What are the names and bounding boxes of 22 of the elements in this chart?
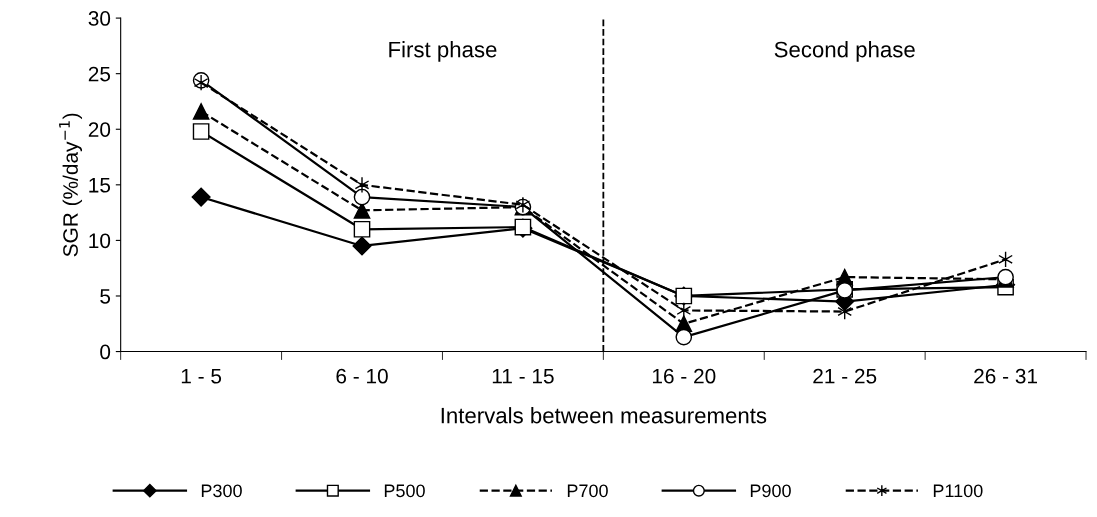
legend-label: P700: [567, 484, 608, 498]
x-tick-label: 1 - 5: [181, 368, 222, 384]
legend-label: P300: [201, 484, 242, 498]
y-tick-label: 25: [88, 66, 111, 82]
x-tick-label: 11 - 15: [492, 368, 554, 384]
x-tick-label: 21 - 25: [813, 368, 877, 384]
x-tick-label: 6 - 10: [336, 368, 388, 384]
legend-label: P1100: [933, 484, 983, 498]
y-tick-label: 0: [100, 344, 111, 360]
x-axis-title: Intervals between measurements: [441, 407, 767, 424]
y-tick-label: 5: [100, 289, 111, 304]
x-tick-label: 26 - 31: [974, 368, 1037, 384]
y-axis-title: SGR (%/day$^{−1}$): [59, 113, 83, 257]
y-tick-label: 30: [88, 11, 111, 26]
y-tick-label: 10: [89, 233, 111, 249]
y-tick-label: 20: [88, 122, 111, 137]
annotation: First phase: [389, 41, 497, 62]
legend-label: P500: [384, 484, 425, 498]
x-tick-label: 16 - 20: [652, 368, 716, 384]
legend-label: P900: [750, 484, 791, 498]
annotation: Second phase: [774, 41, 915, 62]
y-tick-label: 15: [89, 178, 111, 193]
